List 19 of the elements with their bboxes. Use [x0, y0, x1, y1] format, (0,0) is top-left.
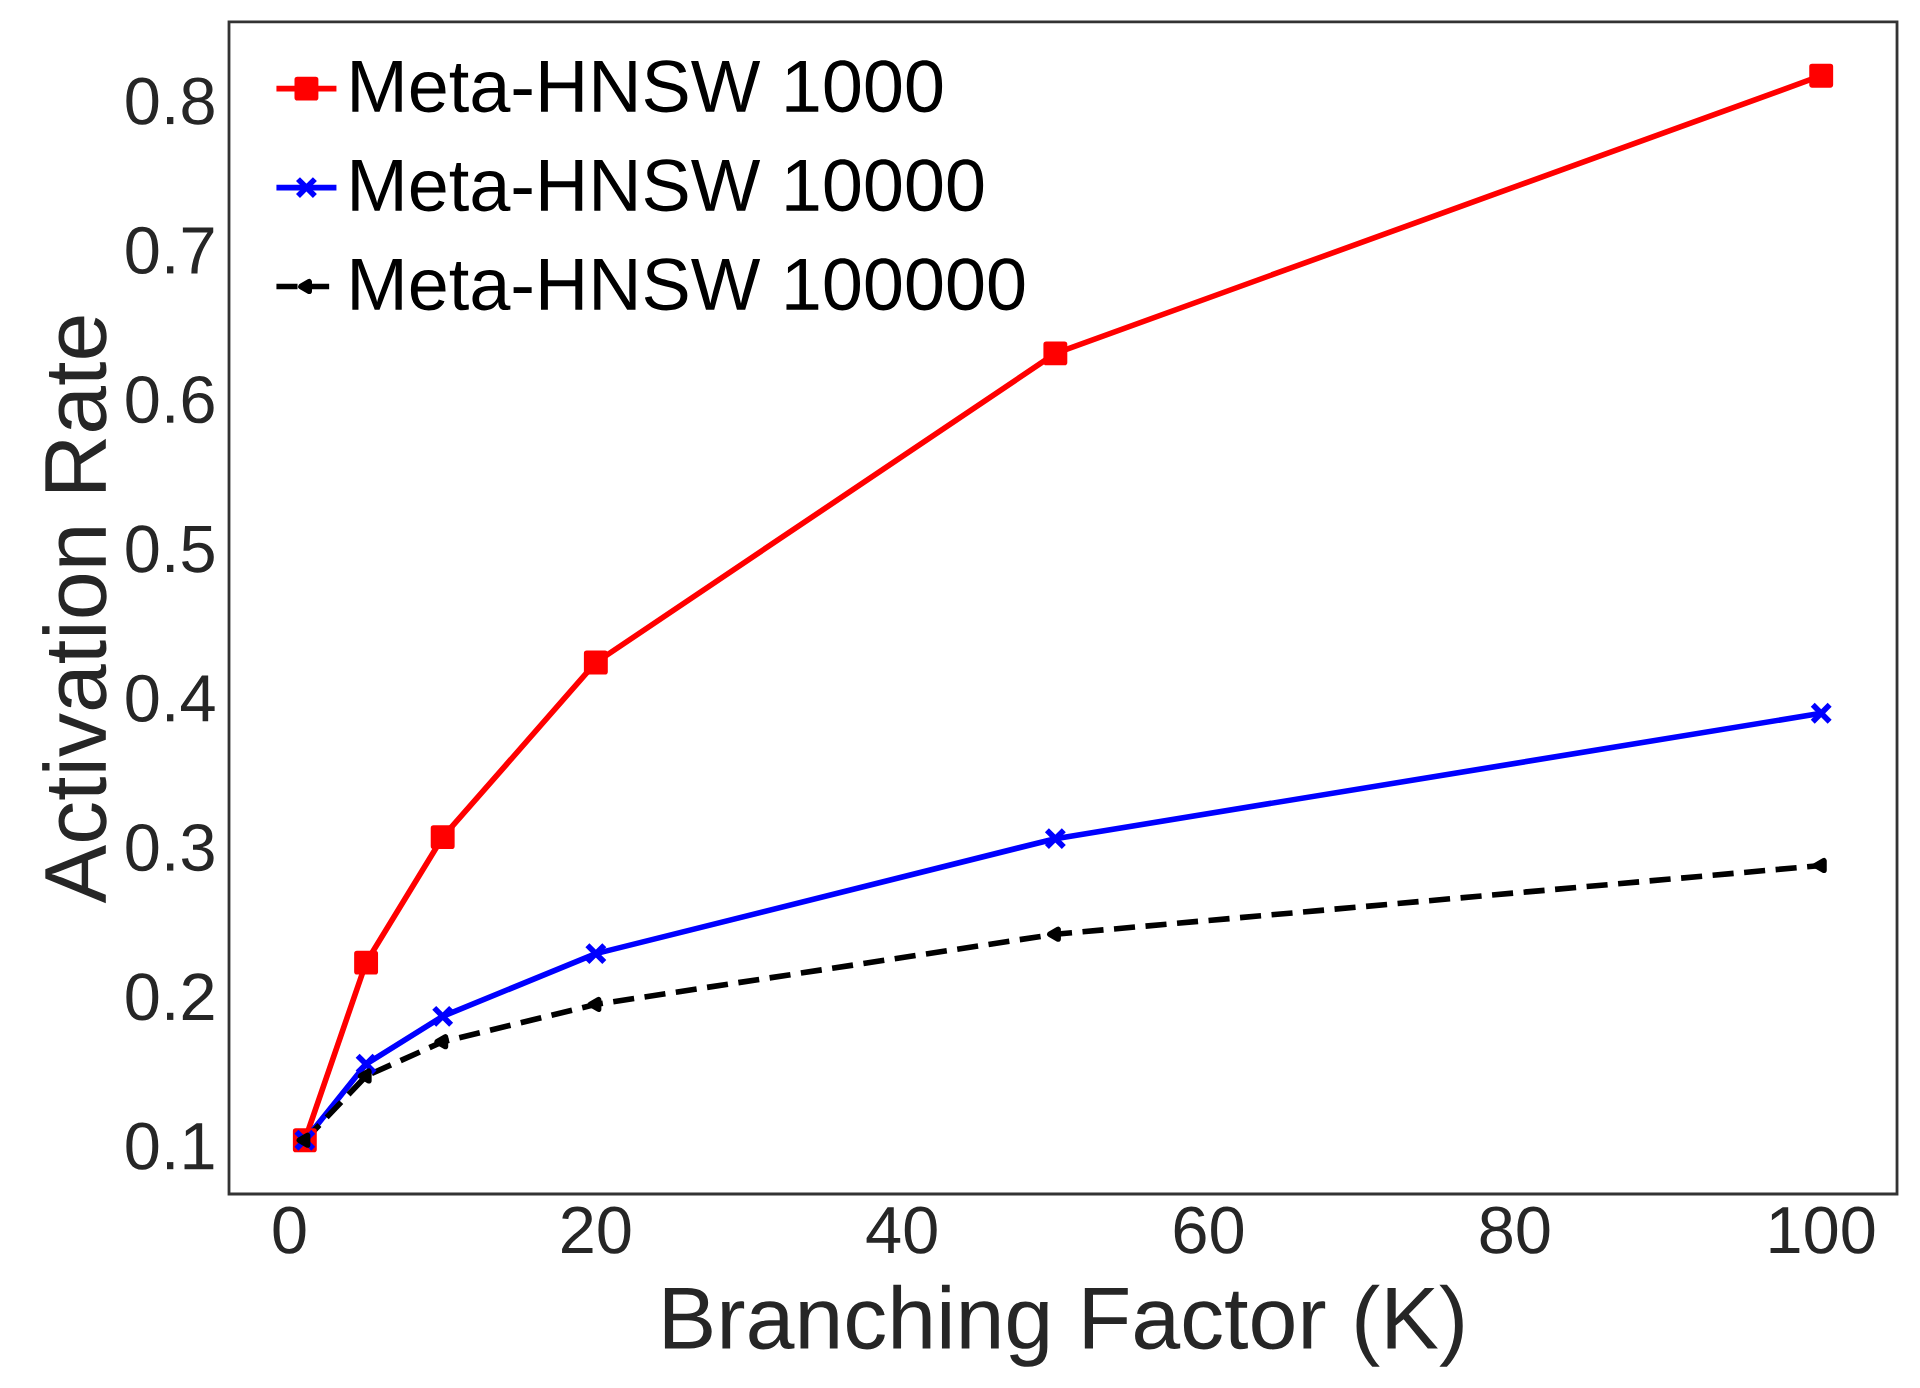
x-tick-label: 40 [866, 1206, 937, 1254]
x-tick-label: 0 [273, 1206, 306, 1254]
y-tick-label: 0.3 [126, 823, 214, 872]
x-tick-label: 80 [1480, 1206, 1550, 1254]
legend-label: Meta-HNSW 100000 [352, 258, 1025, 311]
x-tick-label: 100 [1770, 1206, 1875, 1254]
y-tick-label: 0.1 [126, 1122, 214, 1170]
y-tick-label: 0.4 [126, 674, 215, 722]
x-tick-label: 20 [562, 1206, 631, 1254]
legend-label: Meta-HNSW 1000 [352, 60, 943, 113]
y-tick-label: 0.6 [126, 376, 214, 424]
y-tick-label: 0.7 [126, 226, 214, 275]
legend-label: Meta-HNSW 10000 [352, 159, 984, 212]
y-tick-label: 0.5 [126, 525, 214, 573]
x-tick-label: 60 [1174, 1206, 1244, 1254]
y-axis-title: Activation Rate [42, 316, 107, 904]
y-tick-label: 0.2 [126, 973, 214, 1021]
x-axis-title: Branching Factor (K) [664, 1284, 1463, 1367]
y-tick-label: 0.8 [126, 77, 214, 125]
